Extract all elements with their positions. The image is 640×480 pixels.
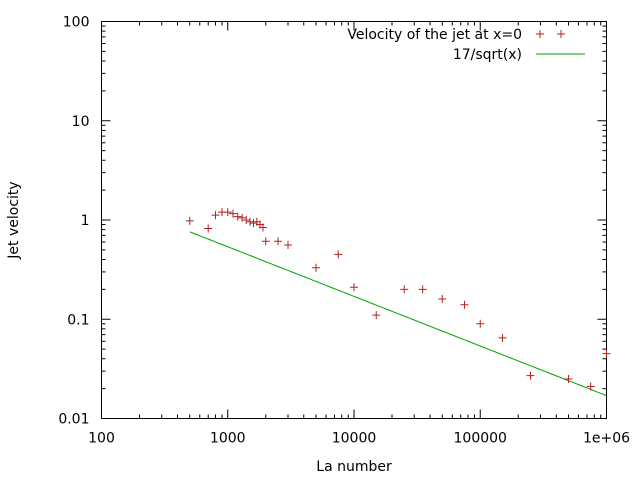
data-point [564, 375, 573, 384]
plot-frame [101, 21, 607, 419]
data-point [372, 311, 381, 320]
y-tick-label: 1 [81, 213, 90, 229]
legend-marker-velocity-2 [557, 30, 565, 38]
data-point [311, 263, 320, 272]
data-point [350, 283, 358, 292]
x-tick-label: 10000 [332, 431, 377, 447]
legend-marker-velocity [536, 30, 565, 38]
legend-label-fit: 17/sqrt(x) [453, 47, 522, 63]
data-point [249, 219, 258, 228]
data-point [228, 209, 237, 218]
data-point [273, 237, 282, 246]
series-layer [185, 208, 611, 397]
legend-marker-velocity-1 [536, 30, 544, 38]
x-axis-ticks: 100 1000 10000 100000 1e+06 [88, 21, 630, 447]
y-axis-label: Jet velocity [6, 181, 22, 259]
data-point [460, 300, 469, 309]
y-tick-label: 100 [63, 15, 90, 31]
legend-label-velocity: Velocity of the jet at x=0 [347, 27, 522, 43]
data-point [283, 240, 292, 249]
data-point [400, 285, 409, 294]
data-point [418, 285, 427, 294]
data-point [258, 223, 267, 232]
data-point [185, 216, 194, 225]
data-point [233, 212, 242, 221]
data-point [238, 213, 247, 222]
data-point [242, 216, 251, 224]
data-point [204, 224, 213, 233]
fit-line-17-sqrt-x [189, 231, 607, 397]
data-point [245, 217, 254, 226]
data-point [526, 371, 535, 380]
legend: Velocity of the jet at x=0 17/sqrt(x) [347, 27, 585, 63]
data-point [223, 208, 232, 217]
y-tick-label: 0.01 [58, 412, 89, 428]
y-axis-ticks: 0.01 0.1 1 10 100 [58, 15, 607, 428]
x-tick-label: 1000 [210, 431, 246, 447]
x-axis-label: La number [316, 459, 392, 475]
data-point [476, 319, 485, 328]
x-tick-label: 100 [88, 431, 115, 447]
data-point [586, 382, 595, 391]
x-tick-label: 100000 [454, 431, 507, 447]
y-tick-label: 0.1 [67, 312, 89, 328]
y-tick-label: 10 [72, 114, 90, 130]
data-point [261, 237, 270, 246]
data-point [334, 250, 343, 259]
data-point [602, 349, 611, 358]
data-point [211, 211, 220, 220]
data-point [438, 294, 447, 303]
x-tick-label: 1e+06 [583, 431, 630, 447]
data-point [498, 333, 507, 342]
